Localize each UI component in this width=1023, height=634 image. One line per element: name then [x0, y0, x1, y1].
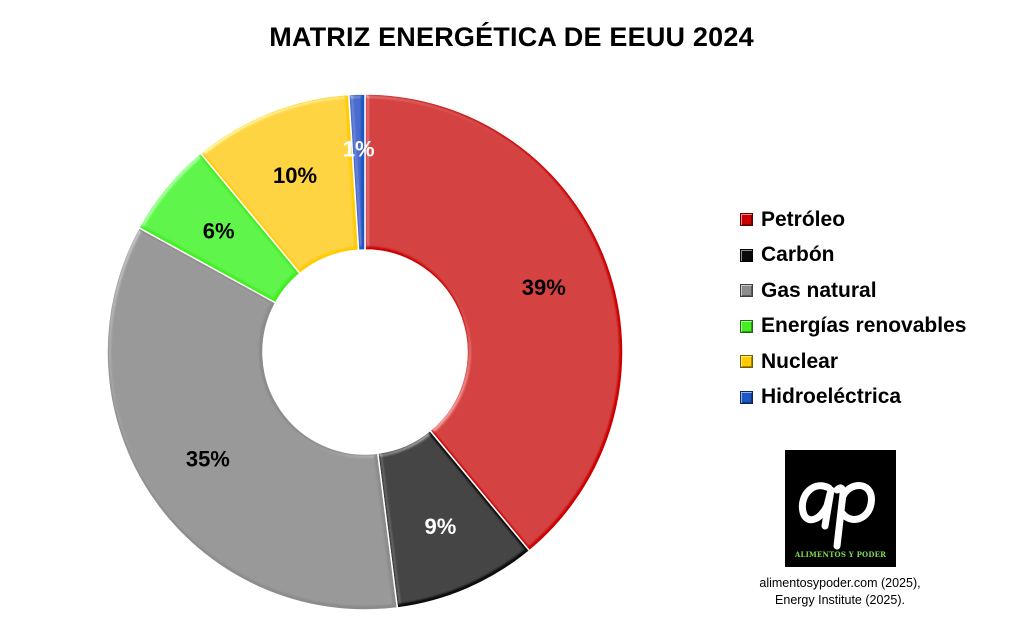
- slice-label-gas-natural: 35%: [186, 446, 230, 471]
- source-line-2: Energy Institute (2025).: [775, 593, 905, 607]
- legend-item-nuclear: Nuclear: [740, 344, 966, 380]
- chart-title: MATRIZ ENERGÉTICA DE EEUU 2024: [269, 22, 754, 52]
- donut-slice-labels: 39% 9% 35% 6% 10% 1%: [186, 137, 566, 539]
- legend-label-carbon: Carbón: [761, 243, 835, 267]
- alimentos-y-poder-logo: ALIMENTOS Y PODER: [785, 450, 896, 567]
- logo-caption: ALIMENTOS Y PODER: [794, 550, 887, 559]
- legend-swatch-energias-renovables: [740, 319, 753, 333]
- slice-label-petroleo: 39%: [522, 275, 566, 300]
- source-note: alimentosypoder.com (2025), Energy Insti…: [742, 575, 938, 609]
- slice-label-nuclear: 10%: [273, 163, 317, 188]
- legend-item-hidroelectrica: Hidroeléctrica: [740, 380, 966, 416]
- legend-label-petroleo: Petróleo: [761, 207, 846, 231]
- legend-swatch-gas-natural: [740, 284, 753, 298]
- slice-hidroelectrica: [348, 93, 366, 251]
- legend-swatch-carbon: [740, 248, 753, 262]
- slice-nuclear: [199, 93, 360, 275]
- legend-item-gas-natural: Gas natural: [740, 273, 966, 309]
- slice-gas-natural: [106, 226, 399, 611]
- legend-swatch-hidroelectrica: [740, 390, 753, 404]
- legend-item-petroleo: Petróleo: [740, 202, 966, 238]
- legend-swatch-petroleo: [740, 213, 753, 227]
- ap-logo-mark: [798, 482, 875, 550]
- chart-legend: Petróleo Carbón Gas natural Energías renova…: [740, 202, 966, 415]
- legend-item-carbon: Carbón: [740, 238, 966, 274]
- slice-label-energias-renovables: 6%: [203, 218, 235, 243]
- legend-label-nuclear: Nuclear: [761, 349, 839, 373]
- slice-petroleo: [364, 93, 624, 552]
- legend-item-energias-renovables: Energías renovables: [740, 309, 966, 345]
- slice-label-carbon: 9%: [425, 514, 457, 539]
- legend-label-gas-natural: Gas natural: [761, 278, 877, 302]
- legend-label-energias-renovables: Energías renovables: [761, 314, 967, 338]
- slice-label-hidroelectrica: 1%: [343, 137, 375, 162]
- legend-swatch-nuclear: [740, 355, 753, 369]
- source-line-1: alimentosypoder.com (2025),: [759, 576, 921, 590]
- legend-label-hidroelectrica: Hidroeléctrica: [761, 385, 902, 409]
- donut-slices: [106, 93, 624, 611]
